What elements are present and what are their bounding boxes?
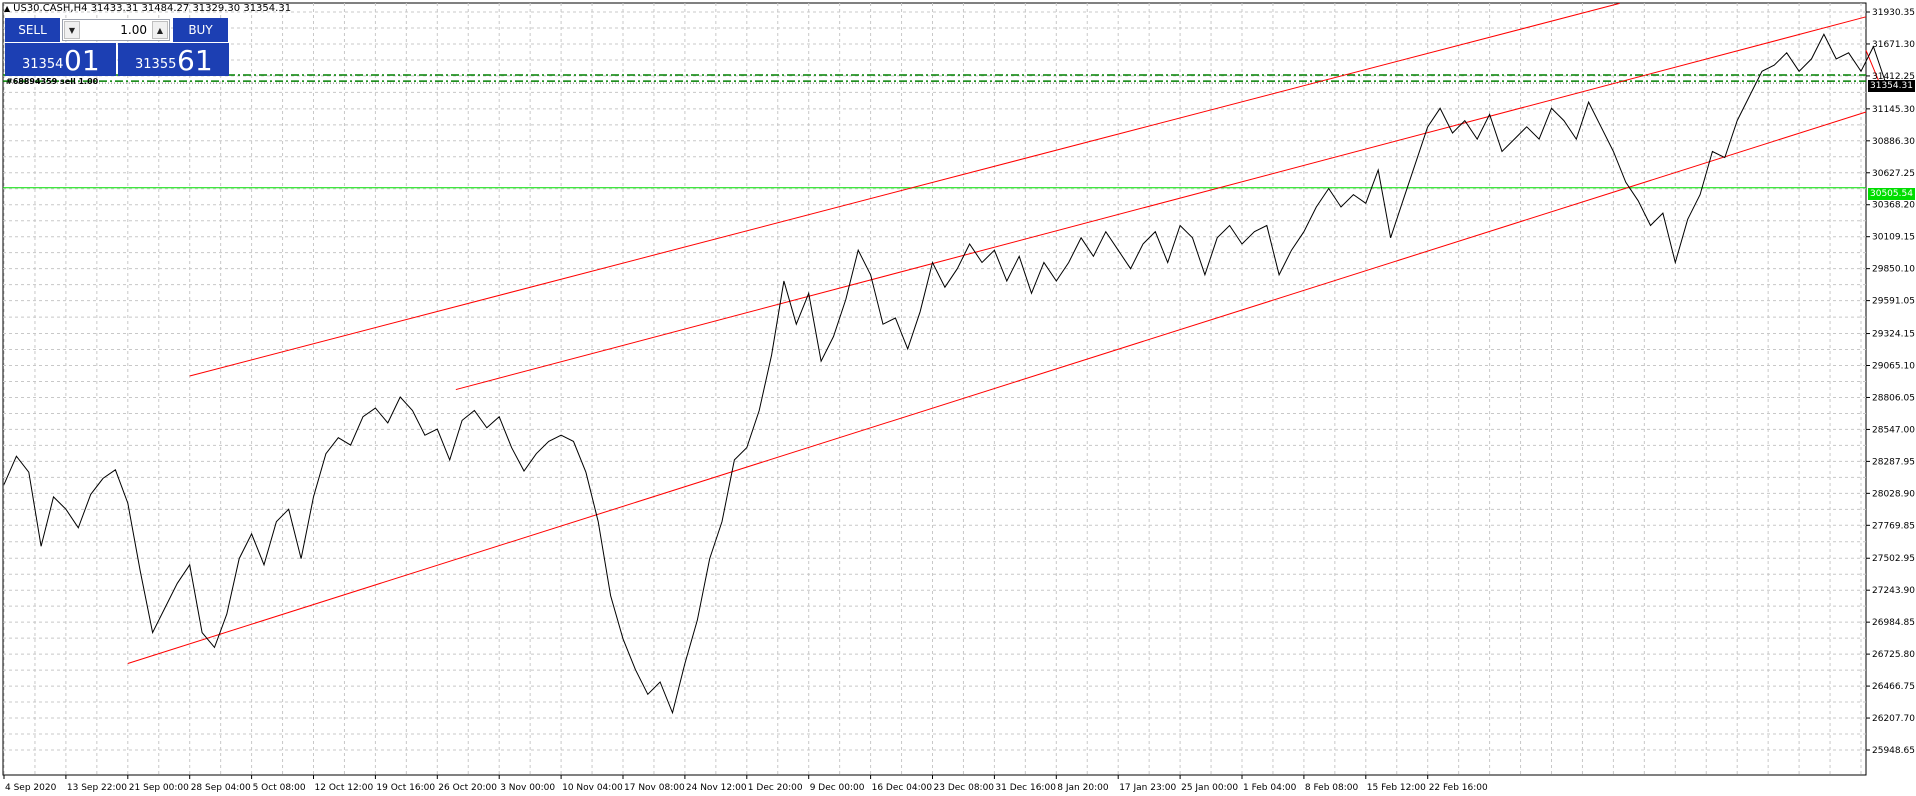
y-tick-label: 30109.15 [1872, 233, 1915, 243]
y-tick-label: 31145.30 [1872, 105, 1915, 115]
y-tick-label: 26207.70 [1872, 714, 1915, 724]
x-tick-label: 1 Feb 04:00 [1243, 783, 1297, 793]
sell-button[interactable]: SELL [5, 18, 60, 42]
y-tick-label: 29591.05 [1872, 297, 1915, 307]
y-tick-label: 30368.20 [1872, 201, 1915, 211]
y-tick-label: 28287.95 [1872, 457, 1915, 467]
one-click-trading-panel: SELL ▼ 1.00 ▲ BUY 31354 01 31355 61 [5, 18, 229, 77]
buy-price-big: 61 [177, 44, 213, 77]
price-line [3, 33, 1887, 715]
y-tick-label: 29065.10 [1872, 362, 1915, 372]
price-series [3, 33, 1887, 715]
buy-price-button[interactable]: 31355 61 [118, 43, 229, 76]
x-tick-label: 13 Sep 22:00 [67, 783, 127, 793]
y-tick-label: 29850.10 [1872, 265, 1915, 275]
x-tick-label: 25 Jan 00:00 [1181, 783, 1238, 793]
green-level-price-tag: 30505.54 [1868, 188, 1915, 200]
x-tick-label: 8 Jan 20:00 [1057, 783, 1109, 793]
sell-price-button[interactable]: 31354 01 [5, 43, 116, 76]
volume-value[interactable]: 1.00 [120, 23, 147, 37]
sell-price-big: 01 [64, 44, 100, 77]
x-tick-label: 8 Feb 08:00 [1305, 783, 1359, 793]
x-tick-label: 21 Sep 00:00 [129, 783, 189, 793]
channel-trend-line[interactable] [127, 111, 1867, 664]
time-axis[interactable]: 4 Sep 2020 13 Sep 22:00 21 Sep 00:00 28 Sep… [3, 775, 1488, 793]
symbol-ohlc-text: US30.CASH,H4 31433.31 31484.27 31329.30 … [13, 3, 292, 14]
x-tick-label: 28 Sep 04:00 [191, 783, 251, 793]
x-tick-label: 10 Nov 04:00 [562, 783, 623, 793]
x-tick-label: 5 Oct 08:00 [253, 783, 306, 793]
order-line-label[interactable]: #68894359 sell 1.00 [6, 77, 99, 86]
x-tick-label: 9 Dec 00:00 [810, 783, 865, 793]
chart-frame [2, 2, 1867, 776]
volume-field[interactable]: ▼ 1.00 ▲ [62, 19, 170, 41]
y-tick-label: 25948.65 [1872, 746, 1915, 756]
x-tick-label: 24 Nov 12:00 [686, 783, 747, 793]
y-tick-label: 30627.25 [1872, 169, 1915, 179]
y-tick-label: 31412.25 [1872, 72, 1915, 82]
buy-price-small: 31355 [135, 57, 177, 72]
volume-up-icon[interactable]: ▲ [152, 21, 168, 39]
x-tick-label: 16 Dec 04:00 [872, 783, 933, 793]
y-tick-label: 28806.05 [1872, 393, 1915, 403]
trend-lines[interactable] [127, 2, 1881, 664]
x-tick-label: 26 Oct 20:00 [438, 783, 497, 793]
y-tick-label: 30886.30 [1872, 137, 1915, 147]
horizontal-lines[interactable] [3, 74, 1866, 189]
y-tick-label: 26466.75 [1872, 682, 1915, 692]
x-tick-label: 15 Feb 12:00 [1367, 783, 1426, 793]
price-axis[interactable]: 31930.35 31671.30 31412.25 31145.30 30886.30… [1866, 8, 1915, 756]
y-tick-label: 26984.85 [1872, 618, 1915, 628]
x-tick-label: 3 Nov 00:00 [500, 783, 555, 793]
x-tick-label: 31 Dec 16:00 [995, 783, 1056, 793]
x-tick-label: 12 Oct 12:00 [315, 783, 374, 793]
y-tick-label: 31930.35 [1872, 8, 1915, 18]
x-tick-label: 23 Dec 08:00 [934, 783, 995, 793]
x-tick-label: 22 Feb 16:00 [1429, 783, 1488, 793]
x-tick-label: 17 Jan 23:00 [1119, 783, 1176, 793]
y-tick-label: 28028.90 [1872, 489, 1915, 499]
x-tick-label: 17 Nov 08:00 [624, 783, 685, 793]
channel-trend-line[interactable] [455, 16, 1867, 391]
y-tick-label: 27769.85 [1872, 521, 1915, 531]
volume-down-icon[interactable]: ▼ [64, 21, 80, 39]
symbol-header: ▲ US30.CASH,H4 31433.31 31484.27 31329.30… [4, 3, 291, 14]
current-price-tag: 31354.31 [1868, 80, 1915, 92]
y-tick-label: 26725.80 [1872, 650, 1915, 660]
buy-button[interactable]: BUY [173, 18, 228, 42]
y-tick-label: 29324.15 [1872, 330, 1915, 340]
x-tick-label: 1 Dec 20:00 [748, 783, 803, 793]
x-tick-label: 4 Sep 2020 [5, 783, 57, 793]
channel-trend-line[interactable] [189, 2, 1620, 377]
y-tick-label: 31671.30 [1872, 40, 1915, 50]
y-tick-label: 27502.95 [1872, 554, 1915, 564]
collapse-triangle-icon[interactable]: ▲ [4, 4, 11, 13]
x-tick-label: 19 Oct 16:00 [376, 783, 435, 793]
sell-price-small: 31354 [22, 57, 64, 72]
grid [2, 2, 1867, 776]
y-tick-label: 27243.90 [1872, 586, 1915, 596]
y-tick-label: 28547.00 [1872, 425, 1915, 435]
